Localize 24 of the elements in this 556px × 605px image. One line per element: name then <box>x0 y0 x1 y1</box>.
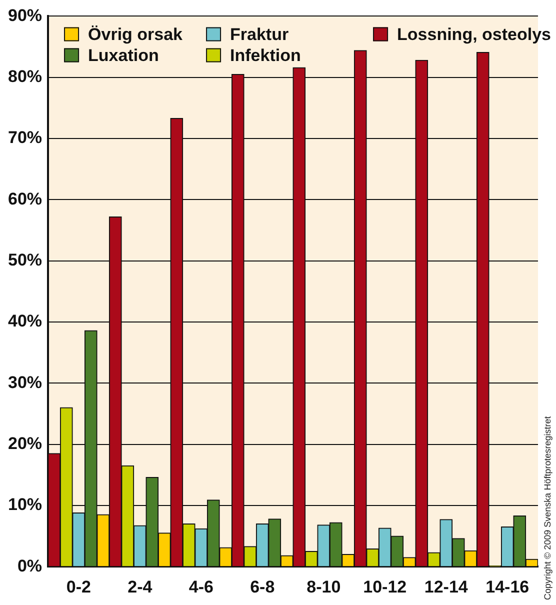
y-tick-label: 70% <box>8 128 42 148</box>
y-tick-label: 80% <box>8 67 42 86</box>
x-tick-label: 14-16 <box>486 577 530 596</box>
y-tick-label: 90% <box>8 6 42 25</box>
legend-label: Lossning, osteolys <box>397 24 552 44</box>
y-tick-label: 30% <box>8 372 42 392</box>
y-tick-label: 50% <box>8 250 42 270</box>
y-tick-label: 60% <box>8 189 42 208</box>
x-tick-label: 0-2 <box>66 577 91 596</box>
legend-label: Fraktur <box>230 24 289 44</box>
legend-label: Övrig orsak <box>88 24 184 44</box>
x-tick-label: 8-10 <box>306 577 341 596</box>
y-tick-label: 10% <box>8 495 42 514</box>
legend-label: Luxation <box>88 46 159 65</box>
x-tick-label: 6-8 <box>250 577 275 596</box>
text: Copyright © 2009 Svenska Höftprotesregistret <box>542 416 552 600</box>
legend-label: Infektion <box>230 46 301 65</box>
y-tick-label: 20% <box>8 434 42 453</box>
y-tick-label: 40% <box>8 312 42 331</box>
x-tick-label: 2-4 <box>128 577 153 596</box>
x-tick-label: 10-12 <box>363 577 407 596</box>
y-tick-label: 0% <box>17 556 42 576</box>
x-tick-label: 12-14 <box>424 577 468 596</box>
x-tick-label: 4-6 <box>188 577 214 596</box>
